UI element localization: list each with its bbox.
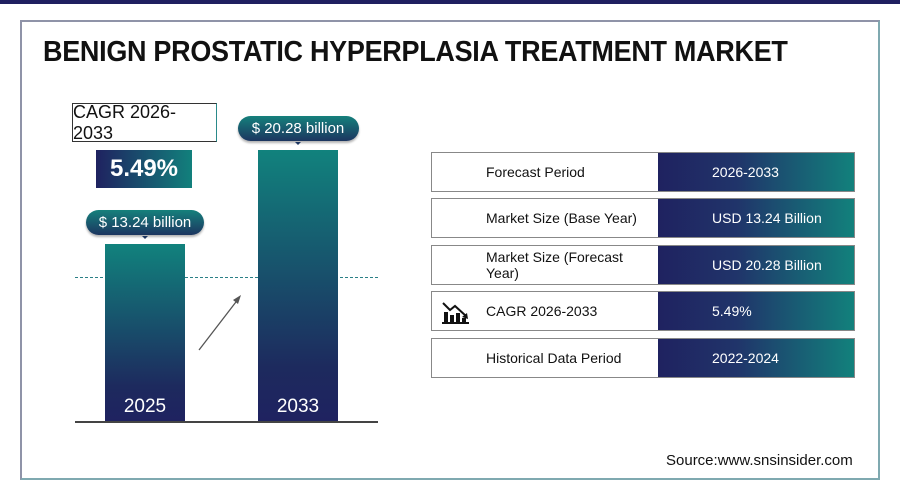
bar-2033: 2033 — [258, 150, 338, 422]
cagr-value: 5.49% — [96, 150, 192, 188]
table-row: Historical Data Period 2022-2024 — [431, 338, 855, 378]
row-label-text: Market Size (Base Year) — [486, 210, 637, 226]
table-row: Market Size (Base Year) USD 13.24 Billion — [431, 198, 855, 238]
bar-label: 2025 — [123, 395, 167, 417]
row-label: Forecast Period — [432, 153, 658, 191]
row-label-text: Forecast Period — [486, 164, 585, 180]
row-label-text: Historical Data Period — [486, 350, 622, 366]
source-text: Source:www.snsinsider.com — [666, 452, 853, 469]
bar-2025: 2025 — [105, 244, 185, 422]
cagr-label: CAGR 2026-2033 — [72, 102, 217, 143]
frame — [20, 20, 880, 480]
growth-arrow-icon — [198, 295, 241, 351]
bar-label: 2033 — [276, 396, 320, 417]
table-row: CAGR 2026-2033 5.49% — [431, 291, 855, 331]
row-label-text: Market Size (Forecast Year) — [486, 249, 623, 281]
page-title: BENIGN PROSTATIC HYPERPLASIA TREATMENT M… — [43, 36, 788, 68]
data-label-2033: $ 20.28 billion — [237, 116, 359, 145]
row-value: USD 13.24 Billion — [658, 199, 854, 237]
chart-icon — [442, 302, 469, 324]
baseline — [75, 421, 378, 423]
data-label-2025: $ 13.24 billion — [86, 210, 204, 240]
row-value: USD 20.28 Billion — [658, 246, 854, 284]
table-row: Forecast Period 2026-2033 — [431, 152, 855, 192]
row-label: Market Size (Base Year) — [432, 199, 658, 237]
row-label: Historical Data Period — [432, 339, 658, 377]
row-label-text: CAGR 2026-2033 — [486, 303, 598, 319]
row-label: CAGR 2026-2033 — [432, 292, 658, 330]
row-value: 5.49% — [658, 292, 854, 330]
row-label: Market Size (Forecast Year) — [432, 246, 658, 284]
reference-line — [75, 277, 378, 278]
table-row: Market Size (Forecast Year) USD 20.28 Bil… — [431, 245, 855, 285]
row-value: 2022-2024 — [658, 339, 854, 377]
row-value: 2026-2033 — [658, 153, 854, 191]
top-bar — [0, 0, 900, 4]
